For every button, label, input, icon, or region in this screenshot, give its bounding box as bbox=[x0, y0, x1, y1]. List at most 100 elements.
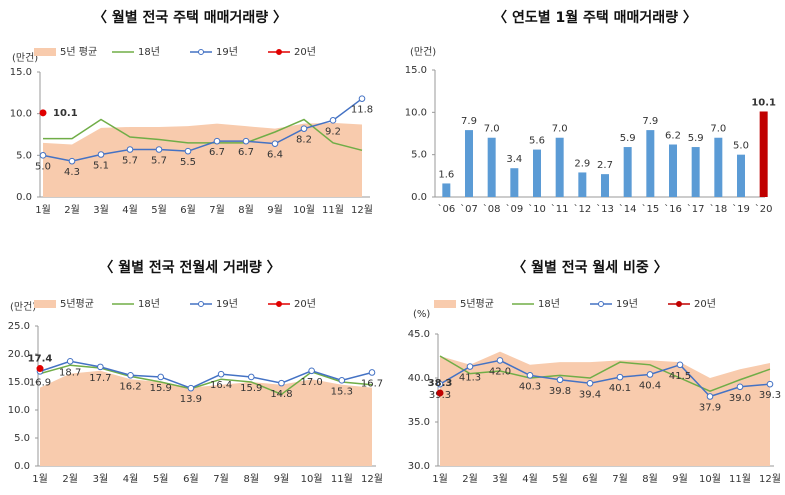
value-label: 17.0 bbox=[301, 377, 323, 388]
x-tick-label: `13 bbox=[596, 203, 614, 215]
legend-label: 20년 bbox=[294, 298, 316, 310]
value-label: 5.7 bbox=[151, 156, 167, 167]
x-tick-label: `07 bbox=[460, 203, 478, 215]
bar bbox=[669, 144, 677, 197]
x-tick-label: 12월 bbox=[361, 473, 383, 485]
marker bbox=[300, 125, 308, 132]
x-tick-label: 9월 bbox=[274, 473, 290, 485]
chart-title: 〈 월별 전국 전월세 거래량 〉 bbox=[99, 259, 280, 276]
value-label: 5.9 bbox=[688, 133, 704, 144]
x-tick-label: `17 bbox=[687, 203, 705, 215]
line bbox=[439, 359, 771, 398]
value-label: 16.2 bbox=[119, 381, 141, 392]
value-label: 40.4 bbox=[639, 380, 661, 391]
x-tick-label: 1월 bbox=[32, 473, 48, 485]
line bbox=[39, 360, 373, 389]
x-tick-label: 5월 bbox=[552, 473, 568, 485]
y-tick-label: 5.0 bbox=[16, 150, 32, 161]
marker bbox=[217, 370, 225, 378]
x-tick-label: 11월 bbox=[322, 204, 344, 216]
x-tick-label: `20 bbox=[755, 203, 773, 215]
x-tick-label: 7월 bbox=[213, 473, 229, 485]
line bbox=[39, 364, 373, 396]
marker bbox=[36, 365, 44, 373]
x-tick-label: 11월 bbox=[331, 473, 353, 485]
y-tick-label: 10.0 bbox=[405, 107, 427, 118]
value-label: 17.4 bbox=[28, 354, 53, 365]
marker bbox=[338, 377, 346, 384]
x-tick-label: `12 bbox=[573, 203, 591, 215]
value-label: 5.0 bbox=[733, 141, 749, 152]
x-tick-label: 8월 bbox=[238, 204, 254, 216]
marker bbox=[97, 363, 104, 371]
x-tick-label: 10월 bbox=[301, 473, 323, 485]
value-label: 39.0 bbox=[729, 393, 751, 404]
x-tick-label: `15 bbox=[641, 203, 659, 215]
y-axis-label: (만건) bbox=[10, 301, 36, 313]
value-label: 14.8 bbox=[270, 389, 292, 400]
value-label: 1.6 bbox=[438, 169, 454, 180]
x-tick-label: 5월 bbox=[153, 473, 169, 485]
value-label: 5.5 bbox=[180, 157, 196, 168]
x-tick-label: 9월 bbox=[672, 473, 688, 485]
x-tick-label: 5월 bbox=[151, 204, 167, 216]
marker bbox=[66, 357, 74, 365]
value-label: 37.9 bbox=[699, 402, 721, 413]
bar bbox=[601, 174, 609, 197]
legend-label: 18년 bbox=[138, 298, 160, 310]
y-axis-label: (만건) bbox=[410, 46, 436, 58]
y-tick-label: 0.0 bbox=[14, 461, 30, 472]
x-tick-label: 3월 bbox=[492, 473, 508, 485]
value-label: 13.9 bbox=[180, 394, 202, 405]
y-tick-label: 15.0 bbox=[10, 67, 32, 78]
value-label: 5.6 bbox=[529, 136, 545, 147]
value-label: 17.7 bbox=[89, 373, 111, 384]
marker bbox=[436, 389, 444, 397]
value-label: 5.0 bbox=[35, 161, 51, 172]
x-tick-label: 7월 bbox=[209, 204, 225, 216]
area bbox=[440, 351, 770, 466]
value-label: 9.2 bbox=[325, 126, 341, 137]
x-tick-label: 8월 bbox=[243, 473, 259, 485]
bar bbox=[465, 130, 473, 197]
value-label: 7.0 bbox=[484, 124, 500, 135]
y-tick-label: 35.0 bbox=[408, 417, 430, 428]
bar bbox=[737, 154, 745, 197]
value-label: 3.4 bbox=[506, 154, 522, 165]
marker bbox=[766, 380, 774, 388]
y-tick-label: 40.0 bbox=[408, 373, 430, 384]
x-tick-label: 9월 bbox=[267, 204, 283, 216]
x-tick-label: 4월 bbox=[522, 473, 538, 485]
marker bbox=[97, 151, 105, 158]
value-label: 7.9 bbox=[461, 116, 477, 127]
value-label: 5.9 bbox=[620, 133, 636, 144]
chart-title: 〈 연도별 1월 주택 매매거래량 〉 bbox=[493, 9, 697, 26]
bar bbox=[578, 172, 587, 197]
value-label: 4.3 bbox=[64, 167, 80, 178]
marker bbox=[736, 383, 744, 391]
y-tick-label: 10.0 bbox=[10, 109, 32, 120]
y-tick-label: 20.0 bbox=[8, 349, 30, 360]
line bbox=[42, 98, 363, 162]
y-tick-label: 0.0 bbox=[16, 192, 32, 203]
value-label: 10.1 bbox=[53, 108, 78, 119]
value-label: 39.8 bbox=[549, 386, 571, 397]
value-label: 6.4 bbox=[267, 150, 283, 161]
bar bbox=[759, 111, 768, 197]
marker bbox=[127, 371, 134, 379]
y-tick-label: 15.0 bbox=[405, 65, 427, 76]
value-label: 6.7 bbox=[209, 147, 225, 158]
marker bbox=[278, 379, 285, 387]
area bbox=[40, 370, 372, 466]
value-label: 39.3 bbox=[759, 390, 781, 401]
y-tick-label: 30.0 bbox=[408, 461, 430, 472]
x-tick-label: 6월 bbox=[180, 204, 196, 216]
value-label: 18.7 bbox=[59, 367, 81, 378]
y-tick-label: 25.0 bbox=[8, 321, 30, 332]
area bbox=[43, 122, 362, 197]
x-tick-label: `08 bbox=[483, 203, 501, 215]
y-axis-label: (만건) bbox=[12, 52, 38, 64]
legend-marker bbox=[276, 301, 282, 307]
bar bbox=[442, 183, 451, 197]
x-tick-label: `11 bbox=[551, 203, 569, 215]
